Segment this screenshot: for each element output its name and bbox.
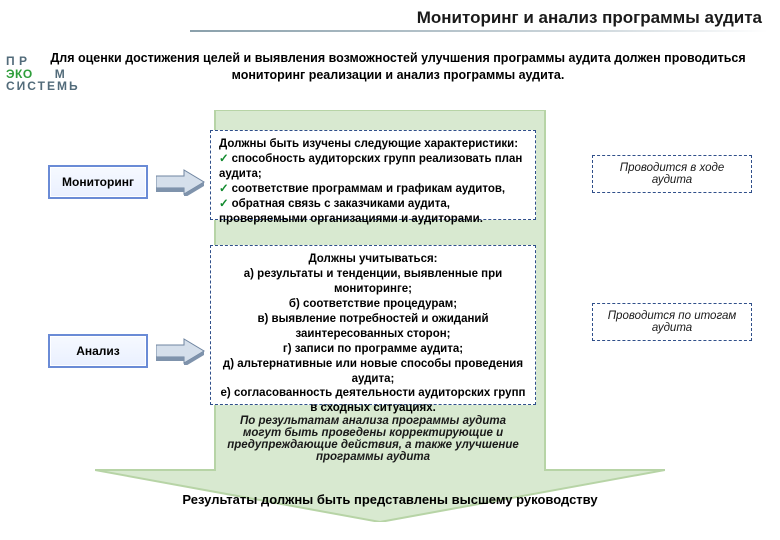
monitoring-note-box: Проводится в ходе аудита — [592, 155, 752, 193]
monitoring-label-box: Мониторинг — [48, 165, 148, 199]
analysis-item: г) записи по программе аудита; — [219, 342, 527, 357]
monitoring-item: ✓обратная связь с заказчиками аудита, пр… — [219, 197, 527, 227]
arrow-icon — [156, 168, 206, 196]
analysis-label-box: Анализ — [48, 334, 148, 368]
analysis-item: е) согласованность деятельности аудиторс… — [219, 386, 527, 416]
title-rule — [190, 30, 768, 32]
analysis-item: в) выявление потребностей и ожиданий заи… — [219, 312, 527, 342]
monitoring-desc-heading: Должны быть изучены следующие характерис… — [219, 137, 527, 152]
analysis-note: Проводится по итогам аудита — [601, 310, 743, 334]
monitoring-note: Проводится в ходе аудита — [601, 162, 743, 186]
analysis-label: Анализ — [76, 344, 120, 358]
analysis-desc-box: Должны учитываться: а) результаты и тенд… — [210, 245, 536, 405]
analysis-note-box: Проводится по итогам аудита — [592, 303, 752, 341]
monitoring-item: ✓способность аудиторских групп реализова… — [219, 152, 527, 182]
analysis-item: д) альтернативные или новые способы пров… — [219, 357, 527, 387]
monitoring-label: Мониторинг — [62, 175, 134, 189]
analysis-item: б) соответствие процедурам; — [219, 297, 527, 312]
analysis-footer: По результатам анализа программы аудита … — [222, 415, 524, 463]
intro-text: Для оценки достижения целей и выявления … — [38, 50, 758, 84]
analysis-item: а) результаты и тенденции, выявленные пр… — [219, 267, 527, 297]
monitoring-desc-box: Должны быть изучены следующие характерис… — [210, 130, 536, 220]
monitoring-item: ✓соответствие программам и графикам ауди… — [219, 182, 527, 197]
slide-title: Мониторинг и анализ программы аудита — [417, 8, 762, 28]
arrow-icon — [156, 337, 206, 365]
conclusion: Результаты должны быть представлены высш… — [130, 492, 650, 507]
analysis-desc-heading: Должны учитываться: — [219, 252, 527, 267]
